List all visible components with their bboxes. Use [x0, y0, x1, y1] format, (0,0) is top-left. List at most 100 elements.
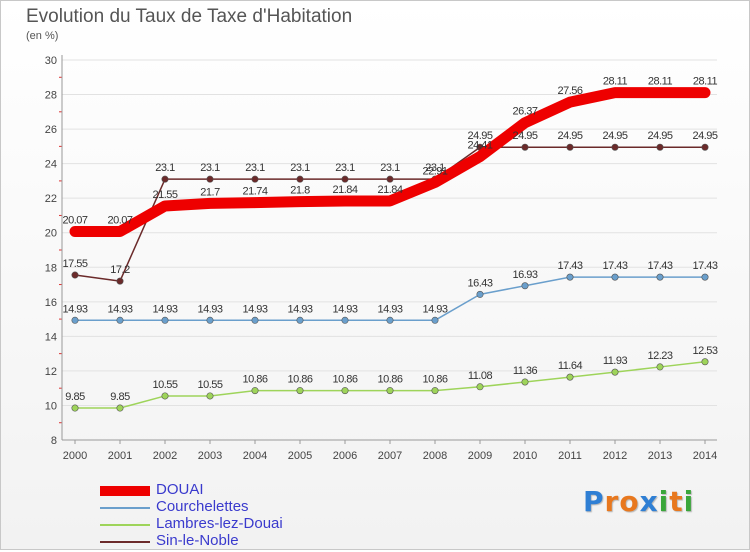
- data-label: 10.86: [242, 374, 267, 386]
- data-label: 23.1: [155, 162, 175, 174]
- data-point: [521, 378, 529, 386]
- data-point: [477, 153, 483, 160]
- data-point: [387, 197, 393, 204]
- data-label: 17.43: [692, 260, 717, 272]
- data-point: [701, 273, 709, 281]
- data-point: [702, 89, 708, 96]
- data-point: [611, 143, 619, 151]
- data-label: 24.95: [692, 130, 717, 142]
- logo-letter: x: [639, 485, 659, 518]
- data-point: [611, 273, 619, 281]
- data-label: 26.37: [512, 106, 537, 118]
- data-point: [116, 404, 124, 412]
- data-point: [341, 387, 349, 395]
- data-point: [656, 143, 664, 151]
- data-label: 11.08: [468, 370, 493, 382]
- data-label: 12.53: [692, 345, 717, 357]
- data-label: 21.84: [377, 184, 402, 196]
- data-label: 21.7: [200, 186, 220, 198]
- data-point: [386, 316, 394, 324]
- legend-label: Courchelettes: [156, 498, 249, 515]
- data-label: 20.07: [62, 215, 87, 227]
- data-point: [116, 277, 124, 285]
- x-tick-label: 2008: [423, 450, 447, 462]
- y-tick-label: 26: [45, 124, 57, 136]
- data-label: 24.41: [467, 140, 492, 152]
- data-label: 23.1: [335, 162, 355, 174]
- x-tick-label: 2004: [243, 450, 267, 462]
- data-point: [296, 175, 304, 183]
- data-label: 10.86: [332, 374, 357, 386]
- y-tick-label: 30: [45, 55, 57, 67]
- x-tick-label: 2012: [603, 450, 627, 462]
- data-label: 14.93: [332, 303, 357, 315]
- chart-title: Evolution du Taux de Taxe d'Habitation: [26, 6, 353, 27]
- data-label: 24.95: [602, 130, 627, 142]
- data-label: 17.43: [647, 260, 672, 272]
- data-label: 23.1: [245, 162, 265, 174]
- data-point: [566, 273, 574, 281]
- data-point: [476, 383, 484, 391]
- data-label: 10.86: [287, 374, 312, 386]
- legend-label: DOUAI: [156, 481, 204, 498]
- legend-swatch-lambres: [100, 524, 150, 526]
- data-point: [252, 199, 258, 206]
- logo-letter: i: [658, 485, 670, 518]
- x-tick-label: 2003: [198, 450, 222, 462]
- legend-label: Lambres-lez-Douai: [156, 515, 283, 532]
- data-point: [71, 316, 79, 324]
- data-point: [206, 175, 214, 183]
- data-label: 17.43: [602, 260, 627, 272]
- data-point: [251, 316, 259, 324]
- data-label: 21.8: [290, 185, 310, 197]
- legend-swatch-douai: [100, 486, 150, 496]
- data-point: [432, 179, 438, 186]
- data-label: 27.56: [557, 85, 582, 97]
- data-point: [386, 387, 394, 395]
- data-point: [431, 316, 439, 324]
- x-tick-label: 2009: [468, 450, 492, 462]
- x-tick-label: 2000: [63, 450, 87, 462]
- y-tick-label: 12: [45, 366, 57, 378]
- y-tick-label: 8: [51, 435, 57, 447]
- data-label: 21.55: [152, 189, 177, 201]
- data-label: 17.2: [110, 264, 130, 276]
- data-point: [612, 89, 618, 96]
- data-point: [71, 271, 79, 279]
- y-tick-label: 16: [45, 297, 57, 309]
- data-point: [567, 99, 573, 106]
- data-label: 24.95: [512, 130, 537, 142]
- data-point: [431, 387, 439, 395]
- data-point: [566, 373, 574, 381]
- data-label: 24.95: [647, 130, 672, 142]
- data-point: [566, 143, 574, 151]
- data-label: 16.93: [512, 269, 537, 281]
- data-label: 10.55: [152, 379, 177, 391]
- data-label: 23.1: [380, 162, 400, 174]
- legend-swatch-courchelettes: [100, 507, 150, 509]
- data-label: 14.93: [242, 303, 267, 315]
- y-tick-label: 18: [45, 262, 57, 274]
- data-point: [297, 198, 303, 205]
- data-point: [657, 89, 663, 96]
- data-label: 11.36: [513, 365, 538, 377]
- data-point: [476, 290, 484, 298]
- data-point: [162, 202, 168, 209]
- logo-letter: i: [683, 485, 695, 518]
- y-tick-label: 14: [45, 331, 57, 343]
- x-tick-label: 2007: [378, 450, 402, 462]
- data-label: 28.11: [648, 76, 673, 88]
- logo-letter: r: [604, 485, 620, 518]
- data-point: [341, 175, 349, 183]
- data-point: [72, 228, 78, 235]
- data-label: 9.85: [110, 391, 130, 403]
- data-point: [206, 392, 214, 400]
- data-point: [251, 175, 259, 183]
- data-label: 12.23: [647, 350, 672, 362]
- data-point: [207, 200, 213, 207]
- data-point: [161, 392, 169, 400]
- data-label: 21.74: [242, 186, 267, 198]
- data-point: [116, 316, 124, 324]
- data-label: 28.11: [603, 76, 628, 88]
- legend-label: Sin-le-Noble: [156, 532, 239, 549]
